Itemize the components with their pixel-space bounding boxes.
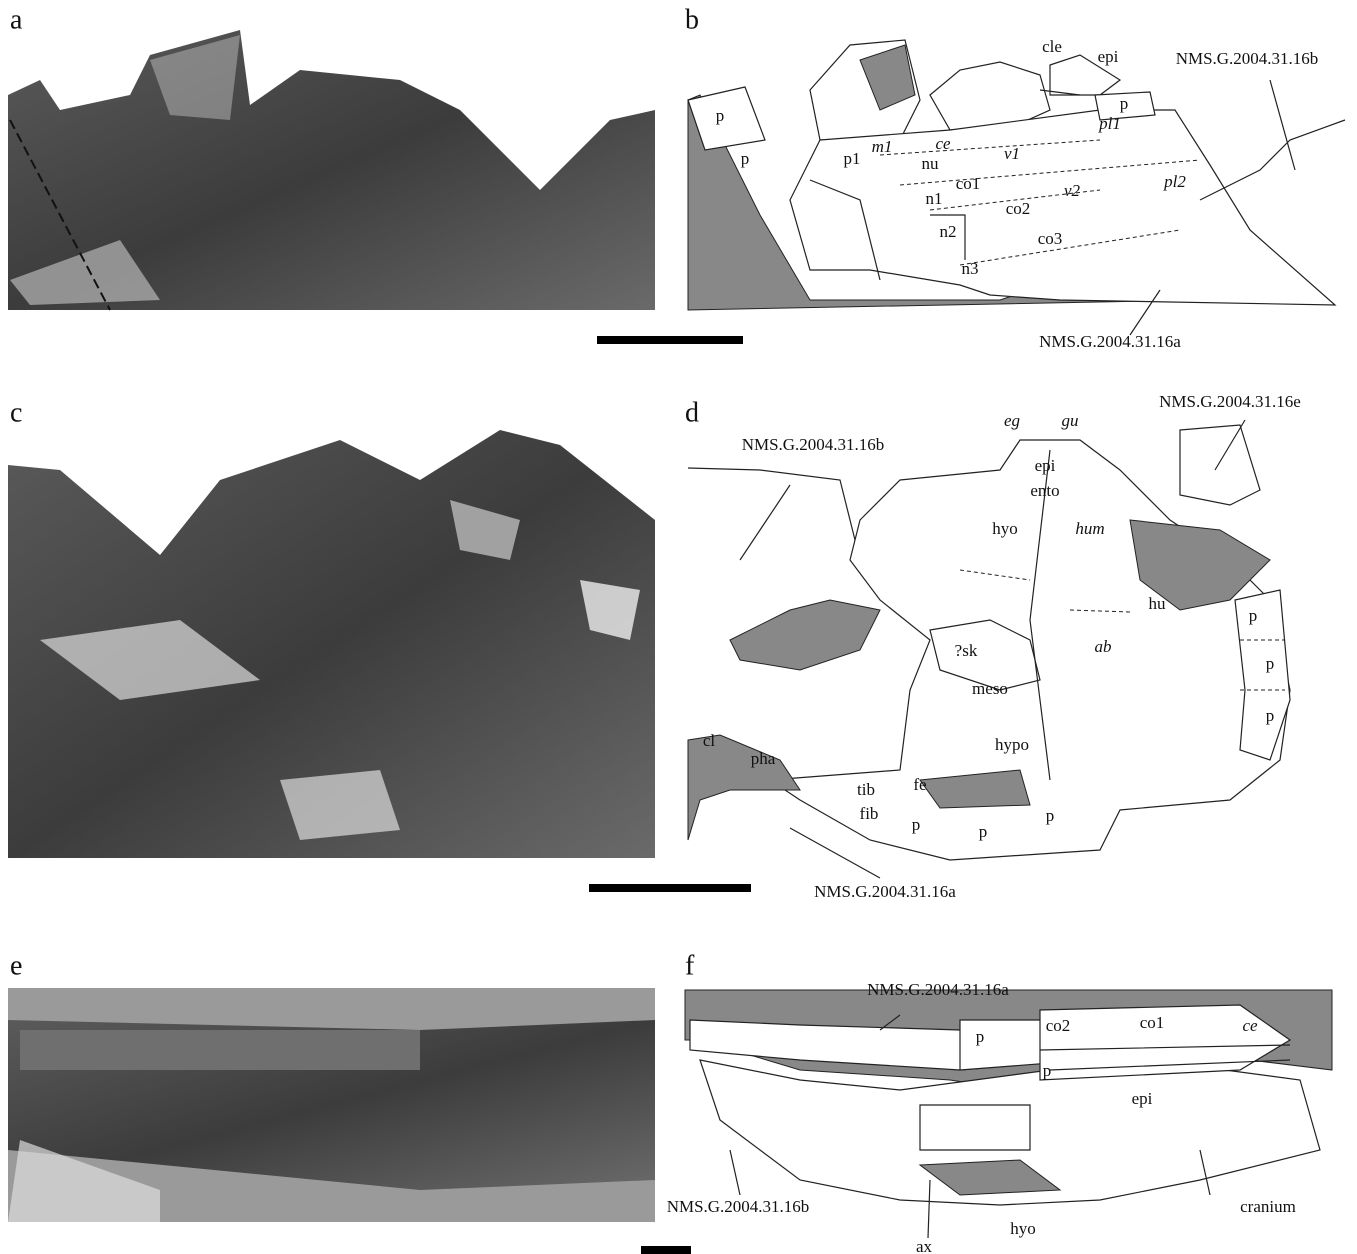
label: cl: [703, 731, 716, 750]
photo-a: [8, 30, 655, 310]
label: co3: [1038, 229, 1063, 248]
drawing-b: [688, 40, 1345, 335]
panel-letter: f: [685, 950, 695, 981]
label: co2: [1046, 1016, 1071, 1035]
label: gu: [1062, 411, 1079, 430]
label: p: [1046, 806, 1055, 825]
label: v1: [1004, 144, 1020, 163]
photo-e: [8, 988, 655, 1222]
scale-bar: [641, 1246, 691, 1254]
label: epi: [1035, 456, 1056, 475]
label: eg: [1004, 411, 1020, 430]
label: hyo: [992, 519, 1018, 538]
label: fib: [860, 804, 879, 823]
panel-letter: b: [685, 4, 699, 35]
label: hyo: [1010, 1219, 1036, 1238]
label: ax: [916, 1237, 933, 1254]
label: epi: [1098, 47, 1119, 66]
label: epi: [1132, 1089, 1153, 1108]
label: NMS.G.2004.31.16a: [867, 980, 1009, 999]
label: p: [976, 1027, 985, 1046]
label: nu: [922, 154, 940, 173]
label: pha: [751, 749, 776, 768]
label: pl1: [1098, 114, 1121, 133]
photo-c: [8, 430, 655, 858]
label: hu: [1149, 594, 1167, 613]
label: NMS.G.2004.31.16a: [1039, 332, 1181, 351]
label: m1: [872, 137, 893, 156]
label: v2: [1064, 181, 1081, 200]
label: NMS.G.2004.31.16b: [667, 1197, 810, 1216]
panel-letter: a: [10, 4, 23, 35]
label: NMS.G.2004.31.16b: [1176, 49, 1319, 68]
label: ab: [1095, 637, 1112, 656]
label: p: [716, 106, 725, 125]
label: NMS.G.2004.31.16e: [1159, 392, 1301, 411]
label: p: [1249, 606, 1258, 625]
label: n1: [926, 189, 943, 208]
label: cle: [1042, 37, 1062, 56]
panel-letter: c: [10, 397, 22, 428]
label: p: [1043, 1061, 1052, 1080]
label: NMS.G.2004.31.16a: [814, 882, 956, 901]
label: p: [979, 822, 988, 841]
label: ce: [1242, 1016, 1258, 1035]
label: meso: [972, 679, 1008, 698]
label: co1: [1140, 1013, 1165, 1032]
label: co1: [956, 174, 981, 193]
label: fe: [913, 775, 926, 794]
label: pl2: [1163, 172, 1186, 191]
label: p1: [844, 149, 861, 168]
label: cranium: [1240, 1197, 1296, 1216]
label: ?sk: [955, 641, 978, 660]
label: p: [1266, 706, 1275, 725]
label: NMS.G.2004.31.16b: [742, 435, 885, 454]
label: ento: [1030, 481, 1059, 500]
label: p: [1266, 654, 1275, 673]
figure: abppp1m1cenuv1pl1cleepipn1co1v2pl2co2n2c…: [0, 0, 1357, 1254]
label: n2: [940, 222, 957, 241]
scale-bar: [597, 336, 743, 344]
label: co2: [1006, 199, 1031, 218]
label: n3: [962, 259, 979, 278]
label: hypo: [995, 735, 1029, 754]
label: p: [741, 149, 750, 168]
label: p: [912, 815, 921, 834]
label: hum: [1075, 519, 1104, 538]
drawing-d: [688, 420, 1290, 878]
label: p: [1120, 94, 1129, 113]
scale-bar: [589, 884, 751, 892]
label: ce: [935, 134, 951, 153]
panel-letter: e: [10, 950, 22, 981]
panel-letter: d: [685, 397, 699, 428]
label: tib: [857, 780, 875, 799]
